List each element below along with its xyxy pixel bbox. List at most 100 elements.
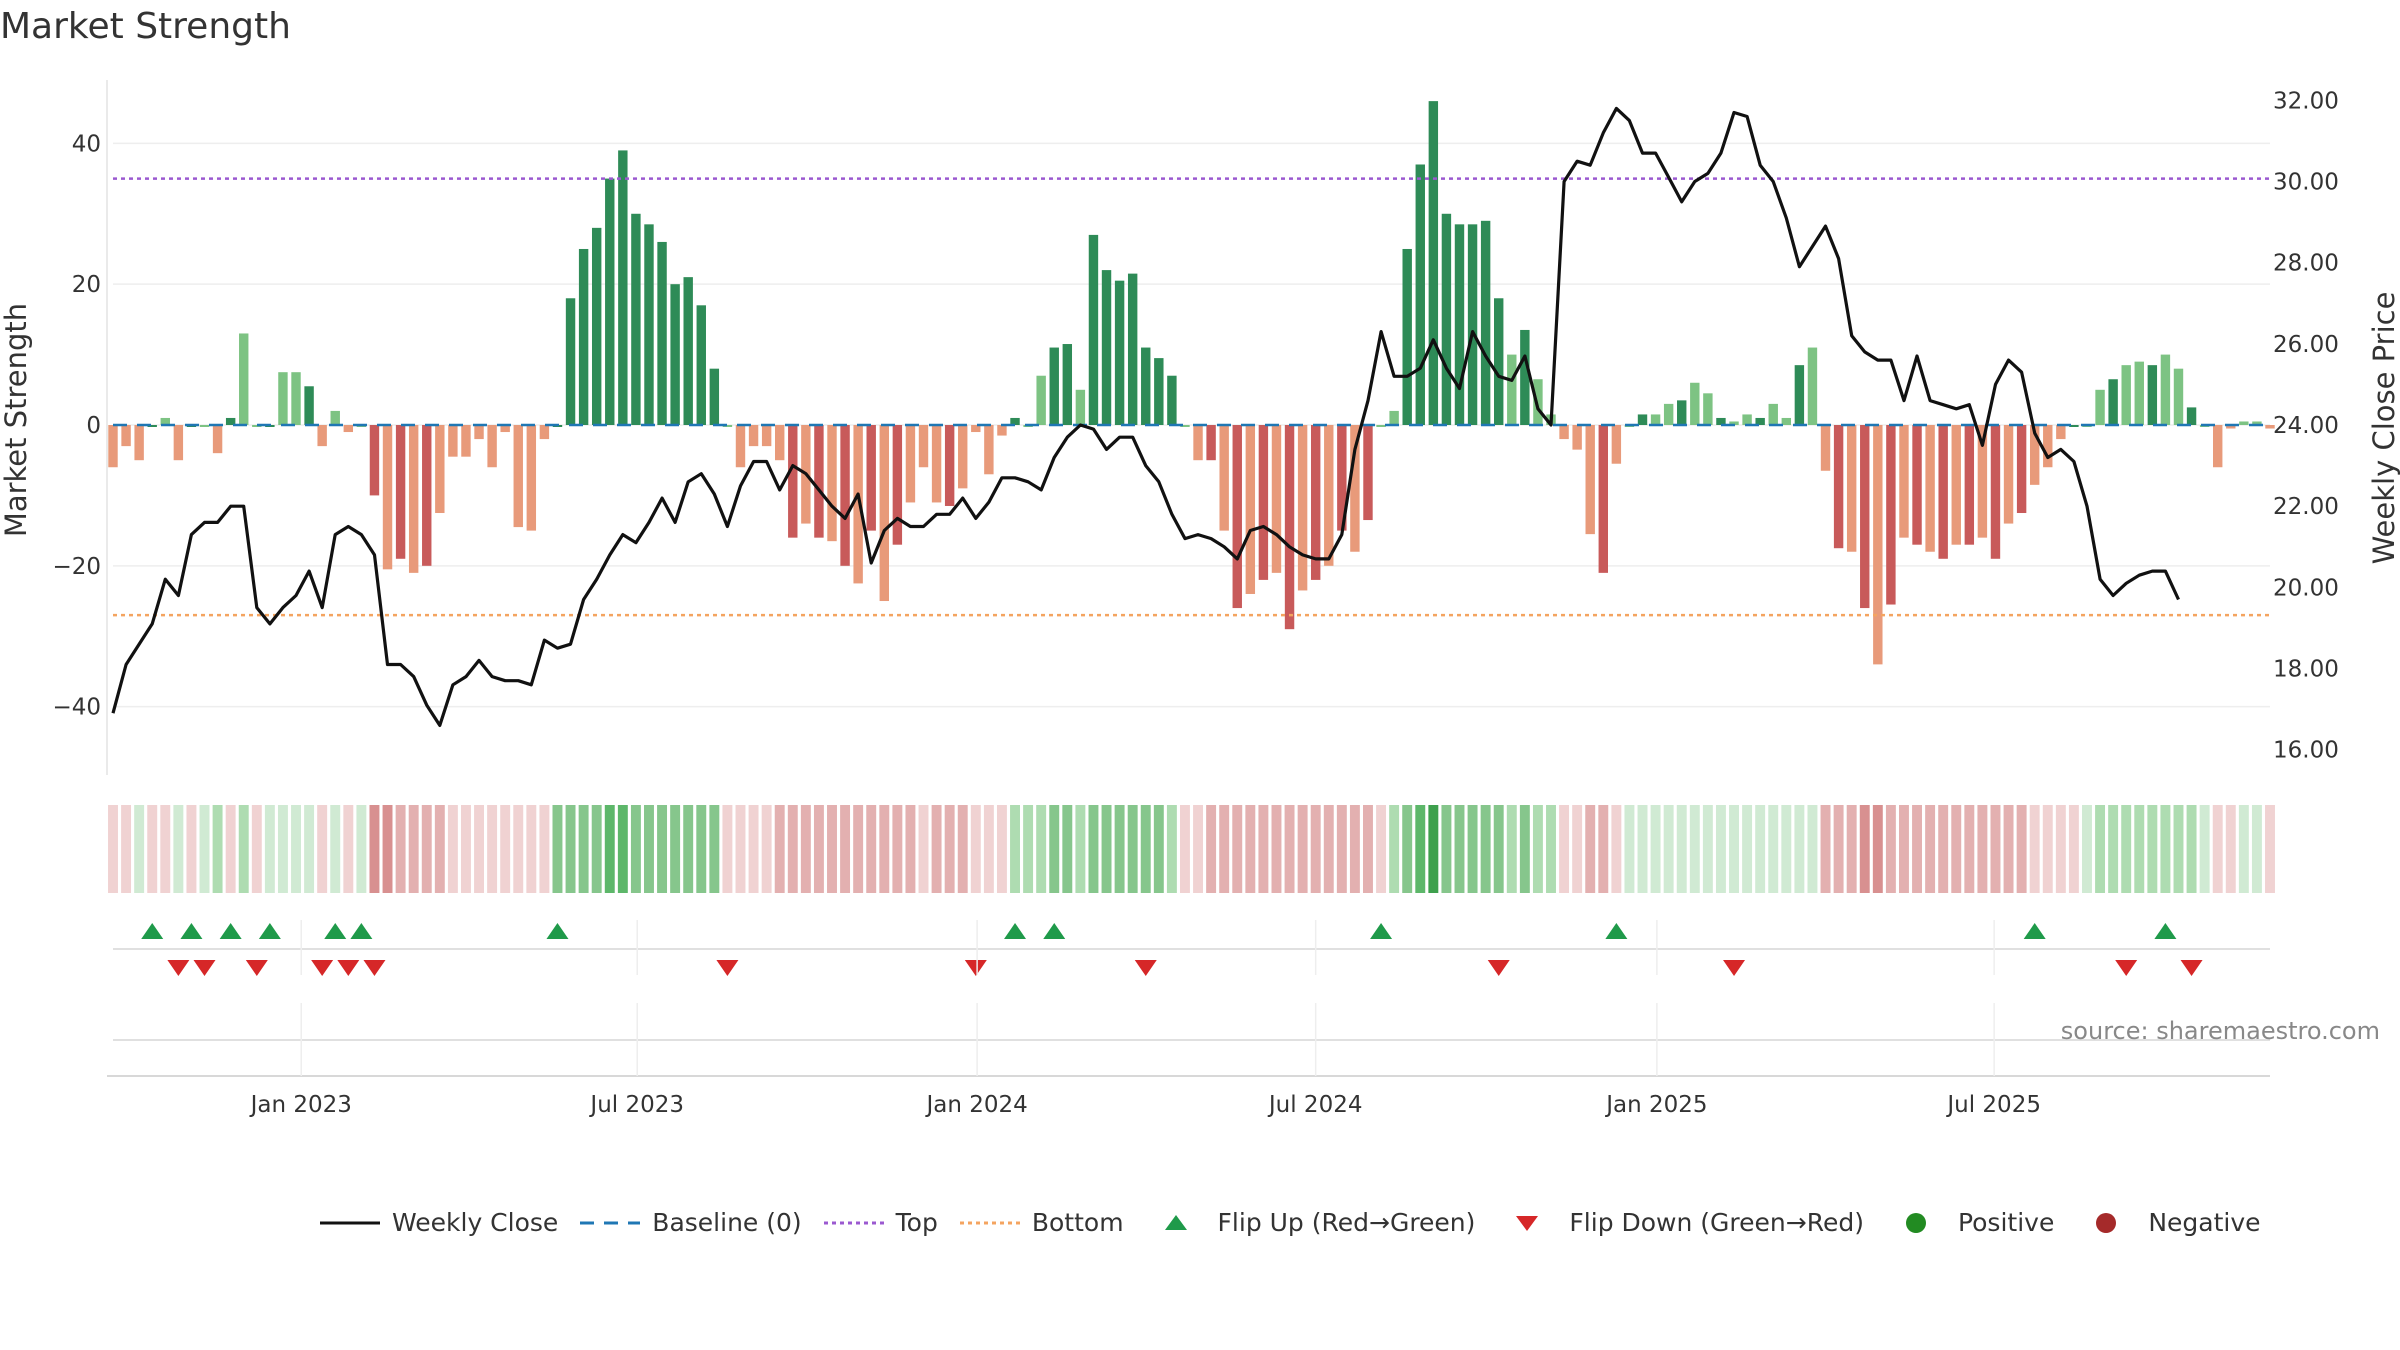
negative-band	[827, 805, 837, 893]
negative-band	[1219, 805, 1230, 893]
flip-up-marker	[219, 923, 242, 939]
negative-band	[983, 805, 994, 893]
y2-tick-label: 24.00	[2273, 413, 2339, 439]
positive-bar	[1690, 382, 1700, 425]
negative-bar	[1990, 425, 2001, 559]
negative-band	[1559, 805, 1570, 893]
negative-band	[513, 805, 524, 893]
negative-bar	[1258, 425, 1269, 580]
negative-bar	[369, 425, 380, 496]
positive-band	[1715, 805, 1726, 893]
y-tick-label: 20	[72, 272, 101, 298]
positive-bar	[2160, 354, 2171, 425]
positive-band	[1428, 805, 1439, 893]
negative-bar	[1559, 425, 1569, 440]
negative-band	[787, 805, 798, 893]
positive-bar	[1454, 224, 1465, 425]
weekly-close-line	[111, 106, 2180, 727]
y2-tick-label: 28.00	[2273, 251, 2339, 277]
negative-bar	[395, 425, 406, 559]
positive-bar	[591, 227, 602, 425]
negative-bar	[1611, 425, 1622, 464]
positive-band	[709, 805, 720, 893]
negative-band	[434, 805, 445, 893]
legend-item-baseline: Baseline (0)	[580, 1208, 802, 1237]
y2-tick-label: 32.00	[2273, 88, 2339, 114]
negative-bar	[513, 425, 523, 528]
negative-bar	[1324, 425, 1334, 566]
flip-down-marker	[337, 960, 360, 976]
y-tick-label: 40	[72, 131, 101, 157]
negative-bar	[1337, 425, 1347, 531]
positive-bar	[1114, 280, 1125, 425]
negative-bar	[1363, 425, 1373, 521]
legend-label: Baseline (0)	[652, 1208, 802, 1237]
positive-band	[670, 805, 681, 893]
positive-bar	[1154, 358, 1164, 425]
positive-bar	[252, 425, 262, 427]
negative-band	[957, 805, 968, 893]
positive-band	[1650, 805, 1661, 893]
negative-band	[1179, 805, 1190, 893]
positive-band	[356, 805, 367, 893]
y-tick-label: 0	[86, 413, 101, 439]
positive-bar	[670, 284, 680, 425]
positive-band	[1101, 805, 1112, 893]
negative-bar	[971, 425, 981, 433]
negative-band	[186, 805, 197, 893]
positive-band	[2082, 805, 2092, 893]
negative-band	[1938, 805, 1949, 893]
positive-band	[1546, 805, 1556, 893]
positive-band	[1088, 805, 1099, 893]
positive-bar	[2252, 421, 2262, 425]
negative-bar	[121, 425, 131, 447]
negative-bar	[2003, 425, 2014, 524]
negative-band	[2016, 805, 2027, 893]
negative-band	[460, 805, 471, 893]
negative-band	[1833, 805, 1844, 893]
positive-bar	[1794, 365, 1805, 425]
flip-down-legend-swatch	[1516, 1215, 1539, 1231]
negative-band	[526, 805, 537, 893]
negative-band	[1912, 805, 1923, 893]
negative-bar	[1572, 425, 1582, 450]
negative-band	[748, 805, 759, 893]
positive-band	[1036, 805, 1047, 893]
positive-band	[1467, 805, 1478, 893]
positive-bar	[1010, 417, 1020, 425]
flip-up-marker	[324, 923, 347, 939]
positive-band	[1506, 805, 1517, 893]
negative-band	[1245, 805, 1256, 893]
negative-bar	[422, 425, 432, 566]
negative-band	[1336, 805, 1347, 893]
negative-bar	[814, 425, 824, 538]
negative-band	[1846, 805, 1857, 893]
positive-band	[199, 805, 210, 893]
negative-band	[1232, 805, 1243, 893]
negative-bar	[526, 425, 537, 531]
negative-bar	[905, 425, 916, 503]
negative-band	[918, 805, 929, 893]
negative-bar	[931, 425, 942, 503]
negative-band	[539, 805, 550, 893]
x-tick-label: Jul 2024	[1267, 1092, 1363, 1118]
legend-label: Bottom	[1031, 1208, 1124, 1237]
positive-bar	[2186, 407, 2197, 425]
negative-band	[761, 805, 772, 893]
negative-band	[1951, 805, 1962, 893]
negative-band	[421, 805, 432, 893]
legend: Weekly Close Baseline (0) Top Bottom Flip Up…	[320, 1208, 2283, 1237]
negative-band	[121, 805, 132, 893]
negative-band	[225, 805, 236, 893]
negative-bar	[1820, 425, 1831, 471]
negative-band	[2003, 805, 2014, 893]
positive-bar	[1807, 347, 1818, 425]
x-tick-label: Jan 2023	[249, 1092, 352, 1118]
negative-band	[1585, 805, 1596, 893]
positive-band	[683, 805, 694, 893]
negative-bar	[997, 425, 1007, 436]
regime-bands	[108, 805, 2275, 893]
positive-bar	[696, 305, 706, 425]
positive-bar	[1167, 375, 1177, 425]
